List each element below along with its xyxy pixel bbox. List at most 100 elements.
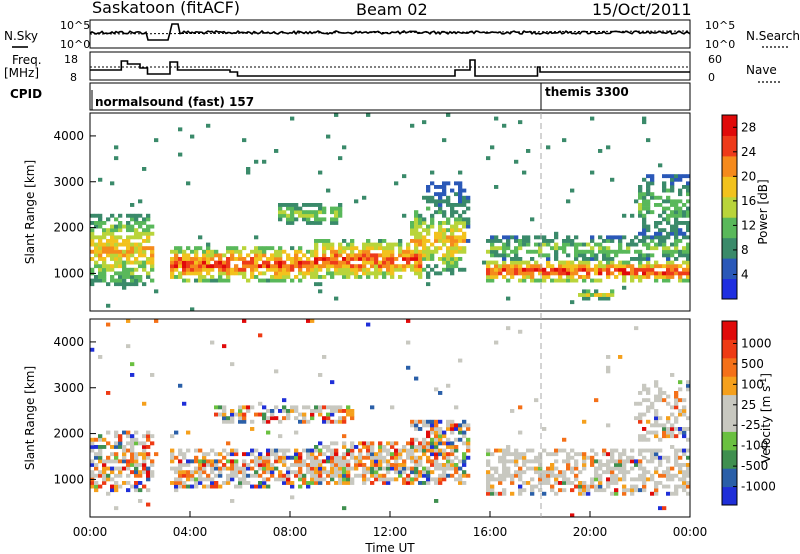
heatmap-cell [262, 481, 267, 485]
heatmap-cell [514, 463, 519, 467]
heatmap-cell [662, 242, 667, 247]
heatmap-cell [366, 267, 371, 272]
heatmap-cell [450, 419, 455, 424]
heatmap-cell [446, 455, 451, 460]
colorbar-tick-label: 1000 [741, 336, 772, 350]
heatmap-cell [310, 319, 315, 323]
heatmap-cell [262, 271, 267, 276]
heatmap-cell [606, 271, 611, 276]
heatmap-cell [130, 463, 135, 467]
heatmap-cell [434, 441, 439, 446]
cpid-label: CPID [10, 87, 42, 101]
heatmap-cell [434, 192, 439, 197]
heatmap-cell [414, 455, 419, 460]
heatmap-cell [102, 470, 107, 475]
heatmap-cell [394, 257, 399, 261]
heatmap-cell [122, 271, 127, 276]
heatmap-cell [334, 249, 339, 254]
heatmap-cell [458, 358, 463, 363]
heatmap-cell [118, 484, 123, 489]
heatmap-cell [622, 285, 627, 290]
heatmap-cell [202, 257, 207, 261]
heatmap-cell [334, 466, 339, 471]
heatmap-cell [642, 383, 647, 388]
heatmap-cell [334, 253, 339, 258]
heatmap-cell [514, 470, 519, 475]
heatmap-cell [666, 221, 671, 225]
heatmap-cell [122, 430, 127, 435]
heatmap-cell [522, 278, 527, 283]
heatmap-cell [286, 455, 291, 460]
heatmap-cell [686, 271, 691, 276]
heatmap-cell [314, 257, 319, 261]
heatmap-cell [666, 459, 671, 464]
heatmap-cell [286, 448, 291, 453]
heatmap-cell [634, 488, 639, 493]
heatmap-cell [622, 484, 627, 489]
heatmap-cell [386, 253, 391, 258]
heatmap-cell [318, 441, 323, 446]
heatmap-cell [374, 466, 379, 471]
heatmap-cell [570, 455, 575, 460]
heatmap-cell [286, 264, 291, 269]
heatmap-cell [146, 445, 151, 449]
heatmap-cell [186, 459, 191, 464]
heatmap-cell [202, 455, 207, 460]
heatmap-cell [118, 278, 123, 283]
heatmap-cell [574, 257, 579, 261]
heatmap-cell [230, 477, 235, 482]
heatmap-cell [266, 260, 271, 265]
heatmap-cell [450, 213, 455, 218]
heatmap-cell [662, 239, 667, 243]
heatmap-cell [662, 427, 667, 431]
heatmap-cell [614, 488, 619, 493]
heatmap-cell [402, 463, 407, 467]
heatmap-cell [686, 387, 691, 392]
colorbar-tick-label: 28 [741, 120, 756, 134]
heatmap-cell [218, 412, 223, 417]
heatmap-cell [90, 445, 95, 449]
heatmap-cell [430, 242, 435, 247]
heatmap-cell [534, 264, 539, 269]
heatmap-cell [146, 246, 151, 251]
heatmap-cell [494, 275, 499, 279]
heatmap-cell [642, 213, 647, 218]
heatmap-cell [94, 473, 99, 478]
heatmap-cell [118, 264, 123, 269]
heatmap-cell [170, 452, 175, 457]
heatmap-cell [170, 260, 175, 265]
heatmap-cell [434, 445, 439, 449]
heatmap-cell [542, 267, 547, 272]
heatmap-cell [514, 271, 519, 276]
colorbar-segment [722, 217, 737, 239]
heatmap-cell [446, 217, 451, 222]
heatmap-cell [326, 416, 331, 421]
heatmap-cell [254, 459, 259, 464]
heatmap-cell [642, 267, 647, 272]
heatmap-cell [542, 275, 547, 279]
heatmap-cell [150, 434, 155, 439]
heatmap-cell [98, 278, 103, 283]
heatmap-cell [426, 430, 431, 435]
heatmap-cell [418, 213, 423, 218]
heatmap-cell [538, 470, 543, 475]
heatmap-cell [202, 253, 207, 258]
heatmap-cell [682, 185, 687, 189]
heatmap-cell [190, 249, 195, 254]
heatmap-cell [514, 159, 519, 164]
heatmap-cell [458, 170, 463, 175]
heatmap-cell [570, 470, 575, 475]
velocity-cells [90, 319, 691, 518]
heatmap-cell [502, 123, 507, 128]
heatmap-cell [422, 257, 427, 261]
heatmap-cell [218, 470, 223, 475]
heatmap-cell [610, 235, 615, 240]
heatmap-cell [594, 264, 599, 269]
heatmap-cell [114, 473, 119, 478]
heatmap-cell [342, 455, 347, 460]
heatmap-cell [562, 481, 567, 485]
heatmap-cell [366, 242, 371, 247]
heatmap-cell [618, 463, 623, 467]
heatmap-cell [118, 459, 123, 464]
heatmap-cell [274, 278, 279, 283]
